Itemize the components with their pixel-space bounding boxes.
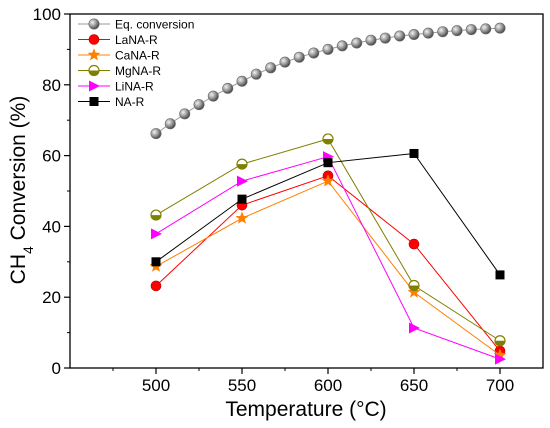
series-line: [155, 180, 501, 356]
data-point: [451, 25, 463, 37]
data-point: [422, 27, 434, 39]
data-point: [409, 322, 420, 334]
legend-label: LaNA-R: [115, 33, 158, 47]
data-point: [495, 353, 506, 365]
data-point: [365, 34, 377, 46]
y-axis-label: CH4 Conversion (%): [7, 96, 36, 285]
y-tick-label: 60: [42, 147, 61, 166]
data-point: [293, 51, 305, 63]
legend-marker: [89, 80, 100, 92]
data-point: [465, 24, 477, 36]
legend-marker: [88, 34, 100, 45]
legend-marker: [88, 64, 100, 77]
data-point: [336, 40, 348, 52]
data-point: [151, 228, 162, 240]
series-cana-r: [149, 174, 507, 361]
series-group: [149, 22, 507, 365]
x-tick-label: 550: [228, 376, 256, 395]
data-point: [236, 158, 248, 170]
data-point: [193, 99, 205, 111]
data-point: [179, 108, 191, 120]
legend-label: LiNA-R: [115, 80, 154, 94]
x-tick-label: 600: [314, 376, 342, 395]
data-point: [408, 29, 420, 41]
data-point: [151, 257, 161, 267]
y-tick-label: 20: [42, 288, 61, 307]
data-point: [379, 32, 391, 44]
data-point: [494, 335, 506, 347]
y-tick-label: 0: [52, 359, 61, 378]
data-point: [323, 158, 333, 168]
data-point: [321, 174, 335, 187]
data-point: [394, 30, 406, 42]
series-eq-conversion: [150, 22, 506, 140]
series-mgna-r: [150, 133, 506, 347]
legend-item: LaNA-R: [78, 33, 158, 47]
x-tick-label: 650: [400, 376, 428, 395]
x-axis-label: Temperature (°C): [225, 398, 386, 421]
data-point: [265, 62, 277, 74]
data-point: [322, 43, 334, 55]
legend-marker: [87, 48, 101, 61]
data-point: [322, 133, 334, 145]
x-tick-label: 500: [142, 376, 170, 395]
legend-item: NA-R: [78, 95, 145, 109]
data-point: [495, 270, 505, 280]
y-tick-label: 40: [42, 217, 61, 236]
legend-item: LiNA-R: [78, 80, 154, 94]
legend-label: NA-R: [115, 95, 145, 109]
data-point: [351, 37, 363, 49]
data-point: [408, 279, 420, 292]
data-point: [222, 82, 234, 94]
axes: 500 550 600 650 700 0 20 40 60 80 100: [33, 5, 515, 395]
y-axis-label-suffix: Conversion (%): [7, 96, 30, 247]
data-point: [480, 23, 492, 35]
legend-marker: [88, 18, 100, 30]
y-tick-label: 100: [33, 5, 61, 24]
data-point: [437, 26, 449, 38]
y-axis-label-prefix: CH: [7, 254, 30, 284]
data-point: [237, 194, 247, 204]
data-point: [494, 22, 506, 34]
data-point: [279, 56, 291, 68]
legend-label: MgNA-R: [115, 64, 161, 78]
series-na-r: [151, 148, 505, 280]
data-point: [250, 68, 262, 80]
data-point: [235, 211, 249, 224]
series-lana-r: [150, 170, 506, 357]
data-point: [308, 47, 320, 59]
series-line: [155, 156, 501, 360]
data-point: [150, 128, 162, 140]
legend-item: Eq. conversion: [78, 18, 194, 32]
data-point: [407, 285, 421, 298]
series-line: [155, 138, 501, 342]
data-point: [164, 118, 176, 130]
legend-item: MgNA-R: [78, 64, 161, 78]
data-point: [237, 175, 248, 187]
data-point: [409, 148, 419, 158]
data-point: [408, 238, 420, 250]
legend-label: CaNA-R: [115, 49, 160, 63]
legend-label: Eq. conversion: [115, 18, 194, 32]
legend-marker: [89, 97, 99, 106]
legend-item: CaNA-R: [78, 48, 160, 63]
x-tick-label: 700: [486, 376, 514, 395]
data-point: [236, 75, 248, 87]
data-point: [207, 90, 219, 102]
data-point: [150, 209, 162, 221]
y-axis-label-subscript: 4: [20, 246, 36, 254]
y-tick-label: 80: [42, 76, 61, 95]
data-point: [150, 280, 162, 292]
